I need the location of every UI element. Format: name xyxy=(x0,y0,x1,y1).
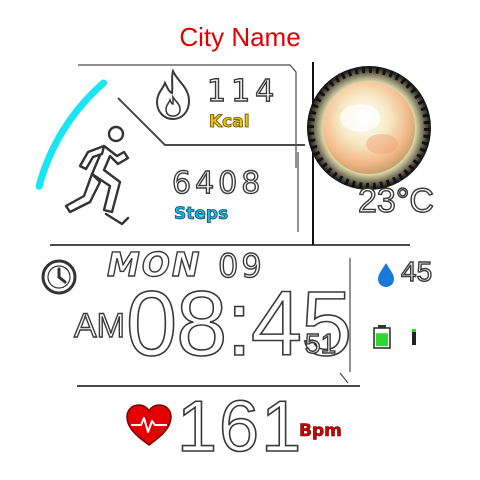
day-of-month: 09 xyxy=(217,246,265,285)
temperature-unit: °C xyxy=(395,181,435,220)
clock-icon xyxy=(41,259,77,295)
flame-icon xyxy=(155,69,191,121)
charging-plug-icon xyxy=(412,329,416,345)
temperature: 23°C xyxy=(357,181,435,221)
water-drop-icon xyxy=(378,263,394,287)
city-name: City Name xyxy=(179,22,301,52)
humidity-value: 45 xyxy=(400,255,433,287)
am-pm-indicator: AM xyxy=(73,306,125,345)
heart-rate-value: 161 xyxy=(176,386,304,468)
day-of-week: MON xyxy=(106,244,202,284)
battery-icon xyxy=(373,325,391,349)
calories-value: 114 xyxy=(206,73,280,109)
heart-rate-label: Bpm xyxy=(299,421,342,442)
steps-label: Steps xyxy=(174,204,229,225)
heart-icon xyxy=(126,404,172,446)
sun-icon xyxy=(307,66,431,190)
time-seconds: 51 xyxy=(304,327,337,359)
temperature-value: 23 xyxy=(357,181,396,220)
steps-value: 6408 xyxy=(171,165,265,201)
calories-label: Kcal xyxy=(209,112,250,133)
time-hours-minutes: 08:45 xyxy=(125,272,353,376)
runner-icon xyxy=(64,125,130,226)
